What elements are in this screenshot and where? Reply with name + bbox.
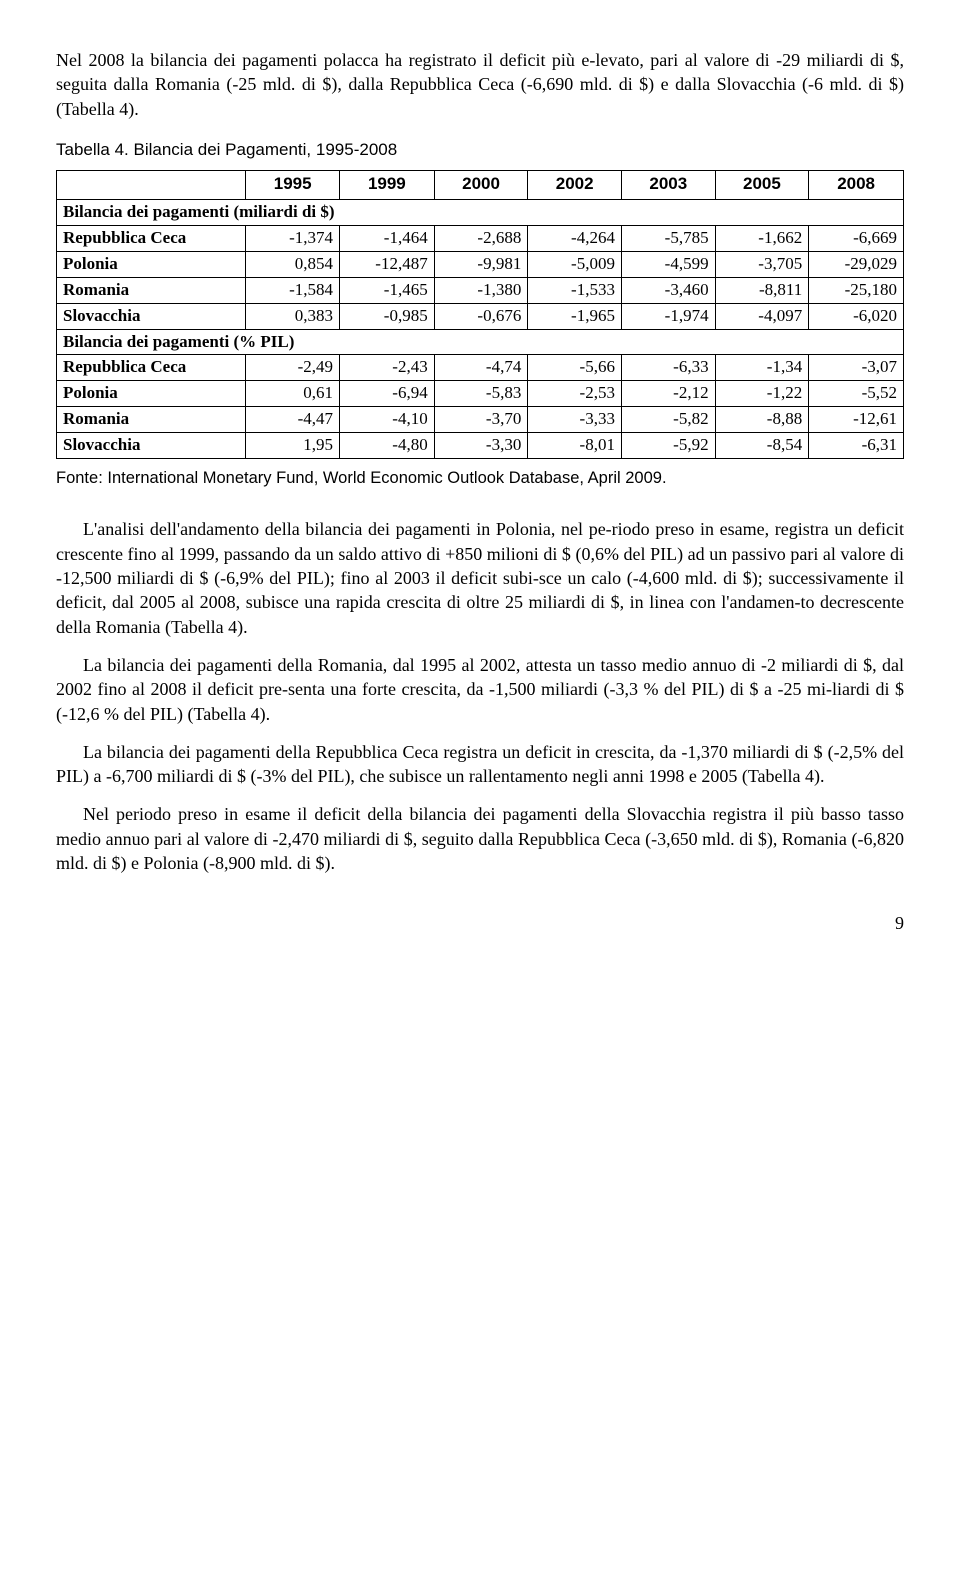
table-header-row: 1995 1999 2000 2002 2003 2005 2008: [57, 170, 904, 199]
row-label: Repubblica Ceca: [57, 225, 246, 251]
cell: -6,669: [809, 225, 904, 251]
row-label: Slovacchia: [57, 433, 246, 459]
body-paragraph: L'analisi dell'andamento della bilancia …: [56, 517, 904, 638]
cell: -1,465: [340, 277, 435, 303]
cell: -9,981: [434, 251, 528, 277]
row-label: Romania: [57, 277, 246, 303]
cell: -3,705: [715, 251, 809, 277]
cell: -4,097: [715, 303, 809, 329]
cell: -1,374: [246, 225, 340, 251]
row-label: Romania: [57, 407, 246, 433]
cell: -5,52: [809, 381, 904, 407]
cell: -12,61: [809, 407, 904, 433]
cell: -3,33: [528, 407, 622, 433]
cell: -5,785: [621, 225, 715, 251]
cell: 0,383: [246, 303, 340, 329]
table-row: Romania -4,47 -4,10 -3,70 -3,33 -5,82 -8…: [57, 407, 904, 433]
balance-of-payments-table: 1995 1999 2000 2002 2003 2005 2008 Bilan…: [56, 170, 904, 459]
cell: -1,662: [715, 225, 809, 251]
cell: -3,70: [434, 407, 528, 433]
table-row: Polonia 0,61 -6,94 -5,83 -2,53 -2,12 -1,…: [57, 381, 904, 407]
cell: -1,22: [715, 381, 809, 407]
cell: -0,985: [340, 303, 435, 329]
cell: -5,009: [528, 251, 622, 277]
cell: -3,30: [434, 433, 528, 459]
year-header: 2003: [621, 170, 715, 199]
cell: -4,74: [434, 355, 528, 381]
year-header: 2008: [809, 170, 904, 199]
body-paragraph: Nel periodo preso in esame il deficit de…: [56, 802, 904, 875]
cell: -1,533: [528, 277, 622, 303]
row-label: Slovacchia: [57, 303, 246, 329]
cell: -5,92: [621, 433, 715, 459]
cell: -2,43: [340, 355, 435, 381]
intro-paragraph: Nel 2008 la bilancia dei pagamenti polac…: [56, 48, 904, 121]
cell: -2,688: [434, 225, 528, 251]
year-header: 2000: [434, 170, 528, 199]
cell: -2,12: [621, 381, 715, 407]
cell: 0,854: [246, 251, 340, 277]
section-heading-2: Bilancia dei pagamenti (% PIL): [57, 329, 904, 355]
cell: 0,61: [246, 381, 340, 407]
page-number: 9: [56, 911, 904, 935]
row-label: Polonia: [57, 251, 246, 277]
cell: -6,020: [809, 303, 904, 329]
cell: -8,54: [715, 433, 809, 459]
year-header: 1999: [340, 170, 435, 199]
cell: -8,811: [715, 277, 809, 303]
cell: -3,07: [809, 355, 904, 381]
table-row: Romania -1,584 -1,465 -1,380 -1,533 -3,4…: [57, 277, 904, 303]
cell: -1,464: [340, 225, 435, 251]
table-source: Fonte: International Monetary Fund, Worl…: [56, 467, 904, 489]
cell: -4,599: [621, 251, 715, 277]
cell: -0,676: [434, 303, 528, 329]
cell: -1,380: [434, 277, 528, 303]
cell: -2,49: [246, 355, 340, 381]
cell: -6,33: [621, 355, 715, 381]
cell: -3,460: [621, 277, 715, 303]
cell: -4,80: [340, 433, 435, 459]
row-label: Repubblica Ceca: [57, 355, 246, 381]
table-title: Tabella 4. Bilancia dei Pagamenti, 1995-…: [56, 139, 904, 162]
body-paragraph: La bilancia dei pagamenti della Repubbli…: [56, 740, 904, 789]
cell: -6,31: [809, 433, 904, 459]
cell: -12,487: [340, 251, 435, 277]
cell: -1,584: [246, 277, 340, 303]
cell: -5,82: [621, 407, 715, 433]
cell: -8,01: [528, 433, 622, 459]
cell: 1,95: [246, 433, 340, 459]
year-header: 1995: [246, 170, 340, 199]
cell: -1,965: [528, 303, 622, 329]
table-row: Slovacchia 1,95 -4,80 -3,30 -8,01 -5,92 …: [57, 433, 904, 459]
section-heading-1: Bilancia dei pagamenti (miliardi di $): [57, 199, 904, 225]
cell: -5,83: [434, 381, 528, 407]
table-row: Repubblica Ceca -1,374 -1,464 -2,688 -4,…: [57, 225, 904, 251]
cell: -29,029: [809, 251, 904, 277]
cell: -4,264: [528, 225, 622, 251]
cell: -1,34: [715, 355, 809, 381]
year-header: 2005: [715, 170, 809, 199]
cell: -4,47: [246, 407, 340, 433]
cell: -25,180: [809, 277, 904, 303]
year-header: 2002: [528, 170, 622, 199]
cell: -8,88: [715, 407, 809, 433]
cell: -1,974: [621, 303, 715, 329]
cell: -5,66: [528, 355, 622, 381]
table-row: Polonia 0,854 -12,487 -9,981 -5,009 -4,5…: [57, 251, 904, 277]
cell: -2,53: [528, 381, 622, 407]
table-row: Repubblica Ceca -2,49 -2,43 -4,74 -5,66 …: [57, 355, 904, 381]
table-row: Slovacchia 0,383 -0,985 -0,676 -1,965 -1…: [57, 303, 904, 329]
row-label: Polonia: [57, 381, 246, 407]
header-blank: [57, 170, 246, 199]
cell: -6,94: [340, 381, 435, 407]
body-paragraph: La bilancia dei pagamenti della Romania,…: [56, 653, 904, 726]
cell: -4,10: [340, 407, 435, 433]
